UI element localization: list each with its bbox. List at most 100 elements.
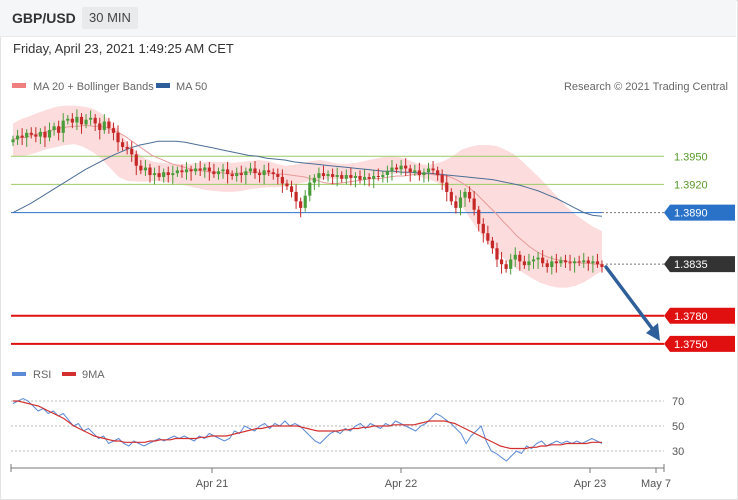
candle-body [289,186,294,192]
price-tag [664,335,735,352]
candle-body [408,168,412,173]
candle-body [335,175,339,177]
candle-body [221,169,225,172]
candle-body [111,128,116,133]
candle-body [495,248,499,260]
candle-body [70,118,74,123]
candle-body [417,170,421,176]
candle-body [573,261,577,264]
candle-body [248,168,253,172]
candle-body [230,174,234,176]
candle-body [152,173,157,176]
candle-body [550,261,554,267]
price-tag [664,204,735,221]
candle-body [184,169,189,173]
candle-body [554,261,558,264]
candle-body [522,261,526,266]
candle-body [486,233,490,241]
candle-body [394,167,399,170]
candle-body [79,116,84,125]
candle-body [481,223,485,234]
candle-body [134,154,138,166]
candle-body [317,173,321,178]
time-axis: Apr 21 Apr 22 Apr 23 May 7 [10,464,671,490]
ma50-line [12,140,603,217]
candle-body [47,130,52,138]
candle-body [531,259,536,262]
price-tags-layer: 1.3950 1.3920 1.3890 1.3835 1.3780 1.3750 [664,151,735,352]
candle-body [257,173,262,176]
candle-body [52,126,56,131]
timeframe-badge[interactable]: 30 MIN [82,7,138,29]
candle-body [509,259,513,269]
time-tick-label: Apr 21 [196,478,228,490]
candle-body [34,134,38,137]
candle-body [15,135,20,140]
candle-body [577,261,581,263]
candle-body [171,173,175,176]
candle-body [216,171,221,175]
candle-body [399,165,403,170]
candle-body [267,170,271,173]
main-legend: MA 20 + Bollinger Bands MA 50 Research ©… [12,81,728,93]
candle-body [89,117,93,120]
chart-header: GBP/USD 30 MIN [0,0,736,37]
rsi-grid: 70 50 30 [11,396,684,458]
rsi-ma-legend-swatch [62,372,76,376]
candle-body [367,176,371,179]
candle-body [458,197,463,208]
candle-body [362,176,367,180]
instrument-title: GBP/USD [12,10,76,26]
candle-body [463,191,467,198]
price-tag [664,256,735,273]
candle-body [148,167,152,176]
candle-body [591,261,595,264]
candle-body [43,131,47,138]
candle-body [340,175,344,179]
price-tag [664,307,735,324]
candle-body [203,167,207,171]
candle-body [120,142,125,147]
candle-body [280,176,284,184]
forecast-arrow-head [646,322,660,341]
candle-body [490,240,495,249]
candle-body [175,170,179,174]
candle-body [568,262,572,264]
candle-body [84,119,88,125]
candle-body [472,198,476,210]
candle-body [477,209,481,224]
candle-body [98,123,102,131]
candle-body [107,121,111,129]
candle-body [194,168,198,172]
rsi-ma-legend-label: 9MA [82,369,105,381]
candle-body [431,168,435,171]
candle-body [586,260,590,264]
candle-body [536,257,540,260]
candle-body [253,168,257,174]
candle-body [20,135,24,138]
candle-body [207,167,211,172]
candle-body [385,171,390,176]
candle-body [271,172,275,175]
candle-body [440,175,444,183]
moving-average-layer [12,124,603,265]
research-credit: Research © 2021 Trading Central [564,81,728,93]
candle-body [38,131,42,137]
forecast-arrow-shaft [604,265,656,333]
candle-body [166,172,170,176]
candle-body [212,171,216,175]
rsi-lines [12,397,603,462]
ma20-legend-label: MA 20 + Bollinger Bands [33,81,154,93]
candle-body [513,254,517,260]
candle-body [353,175,358,178]
rsi-tick-label: 30 [672,446,684,458]
rsi-legend-label: RSI [33,369,51,381]
candle-body [57,126,61,133]
price-tag-label: 1.3750 [674,339,708,351]
candle-body [376,175,380,177]
candle-body [143,167,148,171]
candle-body [582,260,586,263]
candle-body [449,191,453,202]
candle-body [157,173,161,177]
candle-body [349,175,353,178]
